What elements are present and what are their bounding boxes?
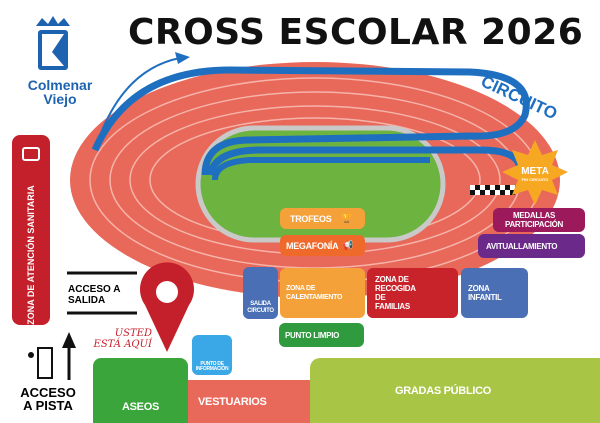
direction-arrow — [94, 57, 181, 151]
circuit-path — [91, 66, 530, 176]
logo: Colmenar Viejo — [20, 78, 100, 106]
gradas-label: GRADAS PÚBLICO — [395, 384, 492, 397]
gradas-publico: GRADAS PÚBLICO — [310, 358, 600, 423]
aseos: ASEOS — [93, 358, 188, 423]
zona-avituallamiento: AVITUALLAMIENTO — [478, 234, 585, 258]
punto-informacion: PUNTO DE INFORMACIÓN — [192, 335, 232, 375]
meta-text: META — [521, 166, 549, 177]
salida-circuito-label: SALIDA CIRCUITO — [247, 301, 274, 314]
zona-infantil: ZONA INFANTIL — [461, 268, 528, 318]
aseos-label: ASEOS — [121, 401, 159, 413]
megaphone-icon: 📢 — [342, 240, 354, 250]
recogida-label: ZONA DE RECOGIDA DE FAMILIAS — [375, 275, 416, 311]
punto-limpio-label: PUNTO LIMPIO — [285, 330, 340, 340]
logo-line1: Colmenar — [27, 77, 93, 93]
calentamiento-label: ZONA DE CALENTAMIENTO — [286, 285, 343, 301]
location-pin-icon — [140, 262, 194, 352]
zona-sanitaria: ZONA DE ATENCIÓN SANITARIA — [12, 135, 50, 325]
punto-info-label: PUNTO DE INFORMACIÓN — [195, 361, 229, 372]
zona-medallas-box: MEDALLAS PARTICIPACIÓN — [493, 208, 585, 232]
zona-sanitaria-label: ZONA DE ATENCIÓN SANITARIA — [26, 185, 36, 325]
zona-recogida-familias: ZONA DE RECOGIDA DE FAMILIAS — [367, 268, 458, 318]
avituallamiento-label: AVITUALLAMIENTO — [486, 241, 558, 251]
meta-sub: FIN CIRCUITO — [521, 177, 549, 182]
punto-limpio: PUNTO LIMPIO — [279, 323, 364, 347]
zona-megafonia: MEGAFONÍA 📢 — [280, 235, 365, 256]
door-person-icon — [37, 347, 53, 379]
usted-esta-aqui: USTED ESTÁ AQUÍ — [93, 328, 152, 350]
logo-line2: Viejo — [43, 91, 77, 107]
first-aid-icon — [22, 147, 40, 161]
infantil-label: ZONA INFANTIL — [468, 284, 502, 302]
acceso-pista: ACCESO A PISTA — [20, 385, 76, 413]
vestuarios-label: VESTUARIOS — [198, 395, 267, 408]
meta-star-icon — [502, 140, 568, 205]
page-title: CROSS ESCOLAR 2026 — [128, 12, 584, 53]
vestuarios: VESTUARIOS — [188, 380, 310, 423]
medallas-label: MEDALLAS PARTICIPACIÓN — [505, 211, 564, 229]
meta-label: META FIN CIRCUITO — [515, 166, 555, 182]
zona-calentamiento: ZONA DE CALENTAMIENTO — [280, 268, 365, 318]
zona-trofeos: TROFEOS 🏆 — [280, 208, 365, 229]
salida-circuito: SALIDA CIRCUITO — [243, 267, 278, 319]
acceso-salida: ACCESO A SALIDA — [68, 284, 121, 306]
trophy-icon: 🏆 — [341, 213, 353, 223]
trofeos-label: TROFEOS — [290, 213, 332, 224]
megafonia-label: MEGAFONÍA — [286, 240, 339, 251]
